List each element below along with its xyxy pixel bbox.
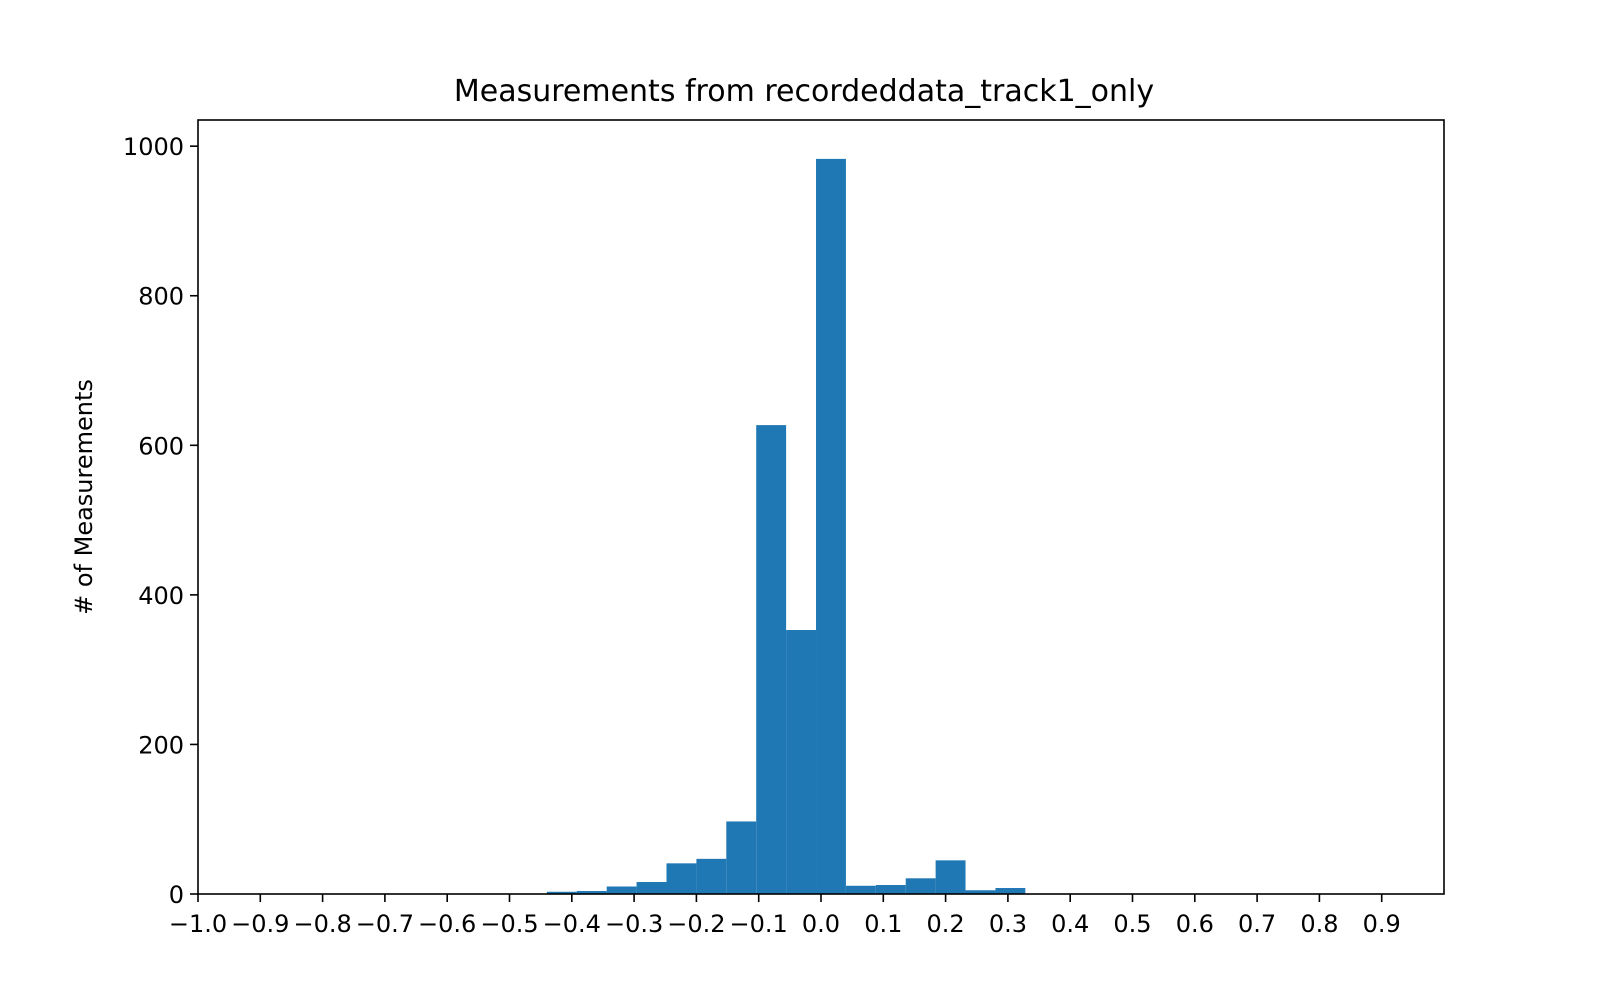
x-tick-label: −0.4: [543, 910, 601, 938]
plot-frame: [197, 119, 1445, 895]
x-tick-label: −0.1: [730, 910, 788, 938]
bars-layer: [546, 158, 1026, 894]
x-axis-ticks: −1.0 −0.9 −0.8 −0.7 −0.6 −0.5 −0.4 −0.3 −0.2 −0.1…: [169, 894, 1401, 938]
x-tick-label: −0.8: [293, 910, 351, 938]
histogram-bar-3: [636, 882, 667, 894]
histogram-bar-6: [726, 821, 757, 894]
x-tick-label: 0.0: [802, 910, 840, 938]
histogram-bar-7: [756, 425, 787, 894]
histogram-bar-4: [666, 863, 697, 894]
histogram-bar-2: [606, 886, 637, 894]
histogram-bar-14: [965, 890, 996, 894]
y-tick-label: 600: [138, 432, 184, 460]
x-tick-label: −0.9: [231, 910, 289, 938]
x-tick-label: 0.7: [1238, 910, 1276, 938]
x-tick-label: −0.2: [667, 910, 725, 938]
histogram-bar-15: [995, 888, 1026, 894]
histogram-bar-5: [696, 858, 727, 894]
x-tick-label: 0.6: [1176, 910, 1214, 938]
x-tick-label: −1.0: [169, 910, 227, 938]
histogram-bar-10: [845, 885, 876, 894]
y-tick-label: 200: [138, 731, 184, 759]
histogram-bar-9: [816, 158, 846, 894]
x-tick-label: 0.5: [1113, 910, 1151, 938]
histogram-bar-0: [546, 891, 577, 894]
histogram-bar-13: [935, 860, 966, 894]
chart-title: Measurements from recordeddata_track1_on…: [454, 74, 1154, 109]
y-tick-label: 400: [138, 582, 184, 610]
x-tick-label: 0.2: [927, 910, 965, 938]
x-tick-label: 0.1: [864, 910, 902, 938]
y-tick-label: 1000: [123, 133, 184, 161]
x-tick-label: 0.9: [1363, 910, 1401, 938]
x-tick-label: 0.4: [1051, 910, 1089, 938]
y-tick-label: 0: [169, 881, 184, 909]
x-tick-label: 0.3: [989, 910, 1027, 938]
histogram-bar-1: [576, 891, 607, 894]
y-axis-label: # of Measurements: [70, 379, 98, 615]
histogram-bar-8: [786, 630, 817, 894]
x-tick-label: −0.7: [356, 910, 414, 938]
x-tick-label: −0.5: [480, 910, 538, 938]
histogram-bar-11: [875, 885, 906, 894]
y-axis-ticks: 0 200 400 600 800 1000: [123, 133, 198, 909]
y-tick-label: 800: [138, 283, 184, 311]
x-tick-label: −0.3: [605, 910, 663, 938]
histogram-bar-12: [905, 878, 936, 894]
x-tick-label: −0.6: [418, 910, 476, 938]
x-tick-label: 0.8: [1300, 910, 1338, 938]
